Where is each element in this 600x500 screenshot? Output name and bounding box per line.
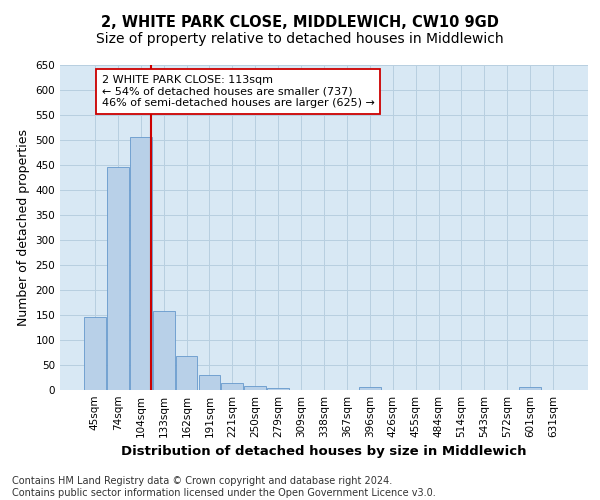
Y-axis label: Number of detached properties: Number of detached properties xyxy=(17,129,30,326)
X-axis label: Distribution of detached houses by size in Middlewich: Distribution of detached houses by size … xyxy=(121,446,527,458)
Bar xyxy=(199,375,220,390)
Bar xyxy=(107,166,128,390)
Bar xyxy=(244,386,266,390)
Bar xyxy=(359,387,381,390)
Bar xyxy=(176,356,197,390)
Text: 2 WHITE PARK CLOSE: 113sqm
← 54% of detached houses are smaller (737)
46% of sem: 2 WHITE PARK CLOSE: 113sqm ← 54% of deta… xyxy=(102,75,374,108)
Bar xyxy=(221,383,243,390)
Bar xyxy=(84,316,106,390)
Text: Size of property relative to detached houses in Middlewich: Size of property relative to detached ho… xyxy=(96,32,504,46)
Bar xyxy=(267,388,289,390)
Bar xyxy=(153,311,175,390)
Bar xyxy=(130,136,152,390)
Bar xyxy=(520,387,541,390)
Text: 2, WHITE PARK CLOSE, MIDDLEWICH, CW10 9GD: 2, WHITE PARK CLOSE, MIDDLEWICH, CW10 9G… xyxy=(101,15,499,30)
Text: Contains HM Land Registry data © Crown copyright and database right 2024.
Contai: Contains HM Land Registry data © Crown c… xyxy=(12,476,436,498)
